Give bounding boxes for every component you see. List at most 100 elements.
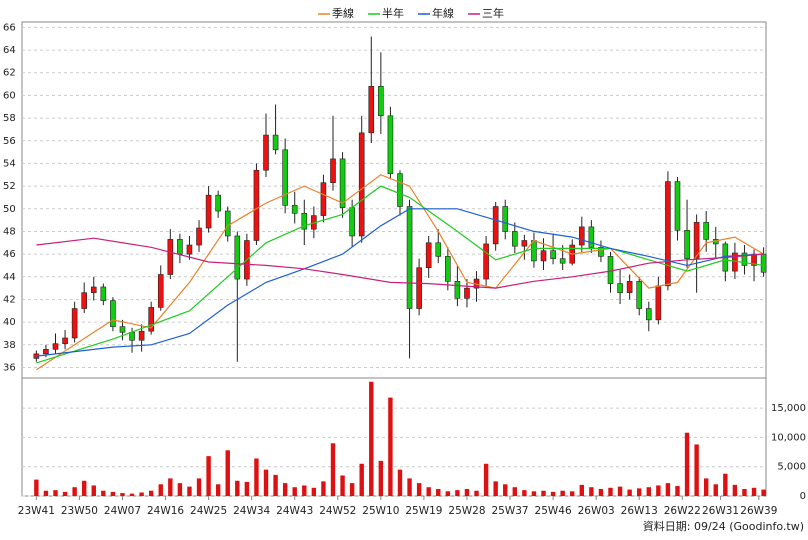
volume-bar [531,491,537,496]
candle-body [81,292,87,309]
volume-bar [493,481,498,496]
x-tick-label: 24W43 [276,505,313,517]
volume-bar [637,488,642,496]
volume-bar [110,491,116,496]
volume-bar [34,479,39,496]
volume-bar [349,483,355,496]
y-tick-label: 50 [3,204,16,215]
volume-bar [378,460,384,496]
y-tick-label: 40 [3,317,16,328]
volume-bar [235,480,240,496]
candle-body [645,308,652,321]
candle-body [607,256,614,284]
candle-body [464,287,470,299]
candle-body [655,285,662,321]
x-tick-label: 24W25 [190,505,227,517]
legend-label: 半年 [382,6,404,20]
candle-body [588,226,595,248]
volume-bar [617,486,623,496]
volume-bar [292,487,297,496]
volume-bar [273,474,278,496]
candle-body [301,213,308,230]
y-tick-label: 10,000 [771,432,806,443]
candle-body [148,307,154,332]
volume-bar [330,443,336,496]
y-tick-label: 42 [3,294,16,305]
candle-body [253,169,260,241]
candle-body [282,149,288,206]
candle-body [454,281,461,299]
y-tick-label: 36 [3,362,16,373]
legend: 季線 半年 年線 三年 [318,6,504,20]
volume-bar [187,486,192,496]
legend-label: 三年 [482,6,504,20]
candle-body [62,337,68,344]
y-tick-label: 64 [3,45,16,56]
volume-bar [474,490,479,496]
volume-bar [120,493,125,496]
volume-bar [62,491,68,496]
legend-label: 年線 [432,6,454,20]
candle-body [90,286,97,293]
candle-body [578,226,585,246]
volume-bar [254,458,259,496]
x-tick-label: 23W50 [61,505,98,517]
x-tick-label: 23W41 [18,505,55,517]
volume-bar [359,463,364,496]
candle-body [110,300,116,327]
y-tick-label: 58 [3,113,16,124]
y-tick-label: 52 [3,181,16,192]
candle-body [177,239,183,255]
volume-bar [426,487,431,496]
ma-line [36,237,764,289]
candle-body [263,134,269,171]
volume-bar [550,491,556,496]
volume-bar [282,483,288,496]
x-tick-label: 24W16 [147,505,184,517]
candle-body [665,181,671,287]
y-tick-label: 48 [3,226,16,237]
candle-body [674,181,681,231]
volume-bar [263,469,269,496]
candle-body [43,349,49,355]
volume-bar [483,463,489,496]
candle-body [617,283,623,293]
volume-bar [560,490,565,496]
x-tick-label: 24W34 [233,505,270,517]
y-tick-label: 0 [800,491,806,502]
volume-bar [206,456,211,496]
volume-bar [148,490,154,496]
volume-bar [751,487,757,496]
candle-body [129,332,135,341]
x-tick-label: 26W03 [578,505,615,517]
x-tick-label: 26W39 [740,505,777,517]
x-tick-label: 25W37 [491,505,528,517]
candle-body [741,252,748,266]
candle-body [550,250,556,259]
candle-body [425,242,432,269]
volume-bar [340,475,345,496]
candle-body [330,158,336,183]
volume-bar [158,484,163,496]
volume-bar [302,485,307,496]
candle-body [368,86,375,134]
volume-bar [522,490,527,496]
volume-bar [579,484,584,496]
volume-bar [464,488,470,496]
volume-bar [589,487,594,496]
y-tick-label: 38 [3,340,16,351]
volume-bar [81,480,87,496]
y-tick-label: 62 [3,68,16,79]
y-tick-label: 5,000 [777,462,806,473]
volume-bar [72,487,77,496]
volume-bar [196,478,202,496]
ma-line [36,208,764,357]
volume-bar [598,488,604,496]
candle-body [435,242,442,257]
volume-bar [177,483,183,496]
volume-bar [570,491,575,496]
volume-bar [91,485,96,496]
candle-body [71,308,78,339]
candle-body [358,132,365,237]
